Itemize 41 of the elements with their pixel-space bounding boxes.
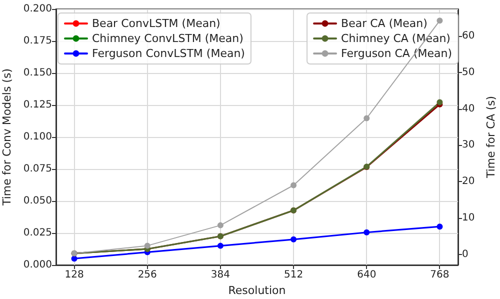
legend-label: Chimney CA (Mean) bbox=[341, 32, 450, 45]
y2-tick-label: 50 bbox=[462, 66, 475, 78]
x-axis-title: Resolution bbox=[228, 284, 286, 297]
y-tick-label: 0.075 bbox=[23, 164, 52, 174]
y2-tick-label: 30 bbox=[462, 140, 475, 151]
y-tick-label: 0.200 bbox=[23, 4, 52, 14]
y2-tick-label: 40 bbox=[462, 103, 475, 114]
x-tick-label: 640 bbox=[357, 270, 376, 280]
y-tick-label: 0.150 bbox=[23, 68, 52, 78]
y2-tick-label: 60 bbox=[462, 30, 475, 42]
point bbox=[290, 236, 297, 242]
x-tick-label: 512 bbox=[284, 270, 304, 280]
y-tick-label: 0.000 bbox=[23, 260, 52, 270]
y2-axis-title: Time for CA (s) bbox=[484, 96, 498, 180]
x-tick-label: 256 bbox=[138, 270, 157, 280]
y-tick-label: 0.175 bbox=[23, 36, 52, 46]
point bbox=[290, 182, 297, 188]
y2-tick-label: 10 bbox=[462, 212, 475, 224]
point bbox=[71, 256, 78, 262]
point bbox=[217, 242, 224, 249]
point bbox=[217, 222, 224, 228]
x-tick-label: 384 bbox=[210, 270, 230, 280]
point bbox=[436, 18, 443, 24]
point bbox=[364, 229, 370, 236]
point bbox=[364, 115, 370, 122]
y-axis-title: Time for Conv Models (s) bbox=[0, 68, 14, 206]
legend-label: Bear CA (Mean) bbox=[341, 17, 428, 30]
y-tick-label: 0.050 bbox=[23, 196, 52, 206]
point bbox=[144, 242, 150, 249]
y-tick-label: 0.125 bbox=[23, 100, 52, 110]
legend-label: Ferguson CA (Mean) bbox=[341, 47, 452, 60]
legend-label: Chimney ConvLSTM (Mean) bbox=[92, 32, 244, 45]
x-tick-label: 768 bbox=[430, 270, 450, 280]
legend-label: Ferguson ConvLSTM (Mean) bbox=[92, 47, 245, 60]
legend-label: Bear ConvLSTM (Mean) bbox=[92, 17, 220, 30]
x-tick-label: 128 bbox=[64, 270, 84, 280]
y2-tick-label: 20 bbox=[462, 176, 475, 188]
y2-tick-label: 0 bbox=[462, 248, 468, 260]
point bbox=[436, 224, 443, 230]
y-tick-label: 0.025 bbox=[23, 228, 52, 238]
y-tick-label: 0.100 bbox=[23, 132, 52, 142]
